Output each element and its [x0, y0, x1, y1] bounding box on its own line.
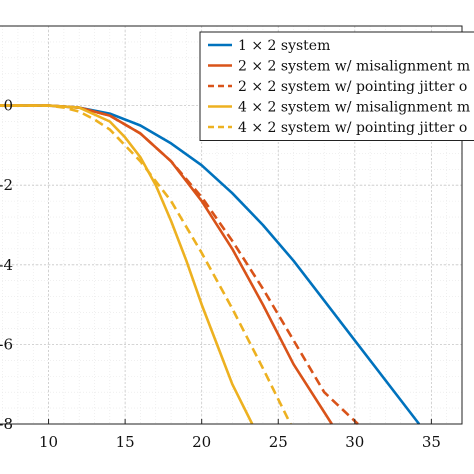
x-tick-label: 25 — [269, 433, 288, 451]
series-lines — [0, 104, 421, 425]
legend-label-5: 4 × 2 system w/ pointing jitter o — [238, 120, 467, 136]
series-line-4 — [0, 104, 254, 425]
x-tick-label: 15 — [116, 433, 135, 451]
x-tick-label: 20 — [192, 433, 211, 451]
x-tick-label: 35 — [422, 433, 441, 451]
y-tick-label: 0 — [3, 97, 13, 115]
legend-label-1: 1 × 2 system — [238, 38, 330, 54]
x-tick-labels: 5101520253035 — [39, 433, 441, 451]
axis-ticks — [48, 419, 432, 424]
y-tick-label: -2 — [0, 176, 13, 194]
x-tick-label: 10 — [39, 433, 58, 451]
y-tick-label: -4 — [0, 256, 13, 274]
series-line-5 — [0, 104, 292, 425]
legend-box — [199, 31, 474, 141]
x-tick-label: 30 — [345, 433, 364, 451]
y-tick-label: -6 — [0, 335, 13, 353]
plot-area-frame — [0, 25, 463, 425]
legend: 1 × 2 system 2 × 2 system w/ misalignment… — [199, 31, 474, 141]
legend-label-3: 2 × 2 system w/ pointing jitter o — [238, 79, 467, 95]
legend-label-2: 2 × 2 system w/ misalignment m — [238, 59, 470, 75]
legend-label-4: 4 × 2 system w/ misalignment m — [238, 100, 470, 116]
y-tick-labels: 0 -2 -4 -6 -8 — [0, 97, 13, 433]
y-tick-label: -8 — [0, 415, 13, 433]
